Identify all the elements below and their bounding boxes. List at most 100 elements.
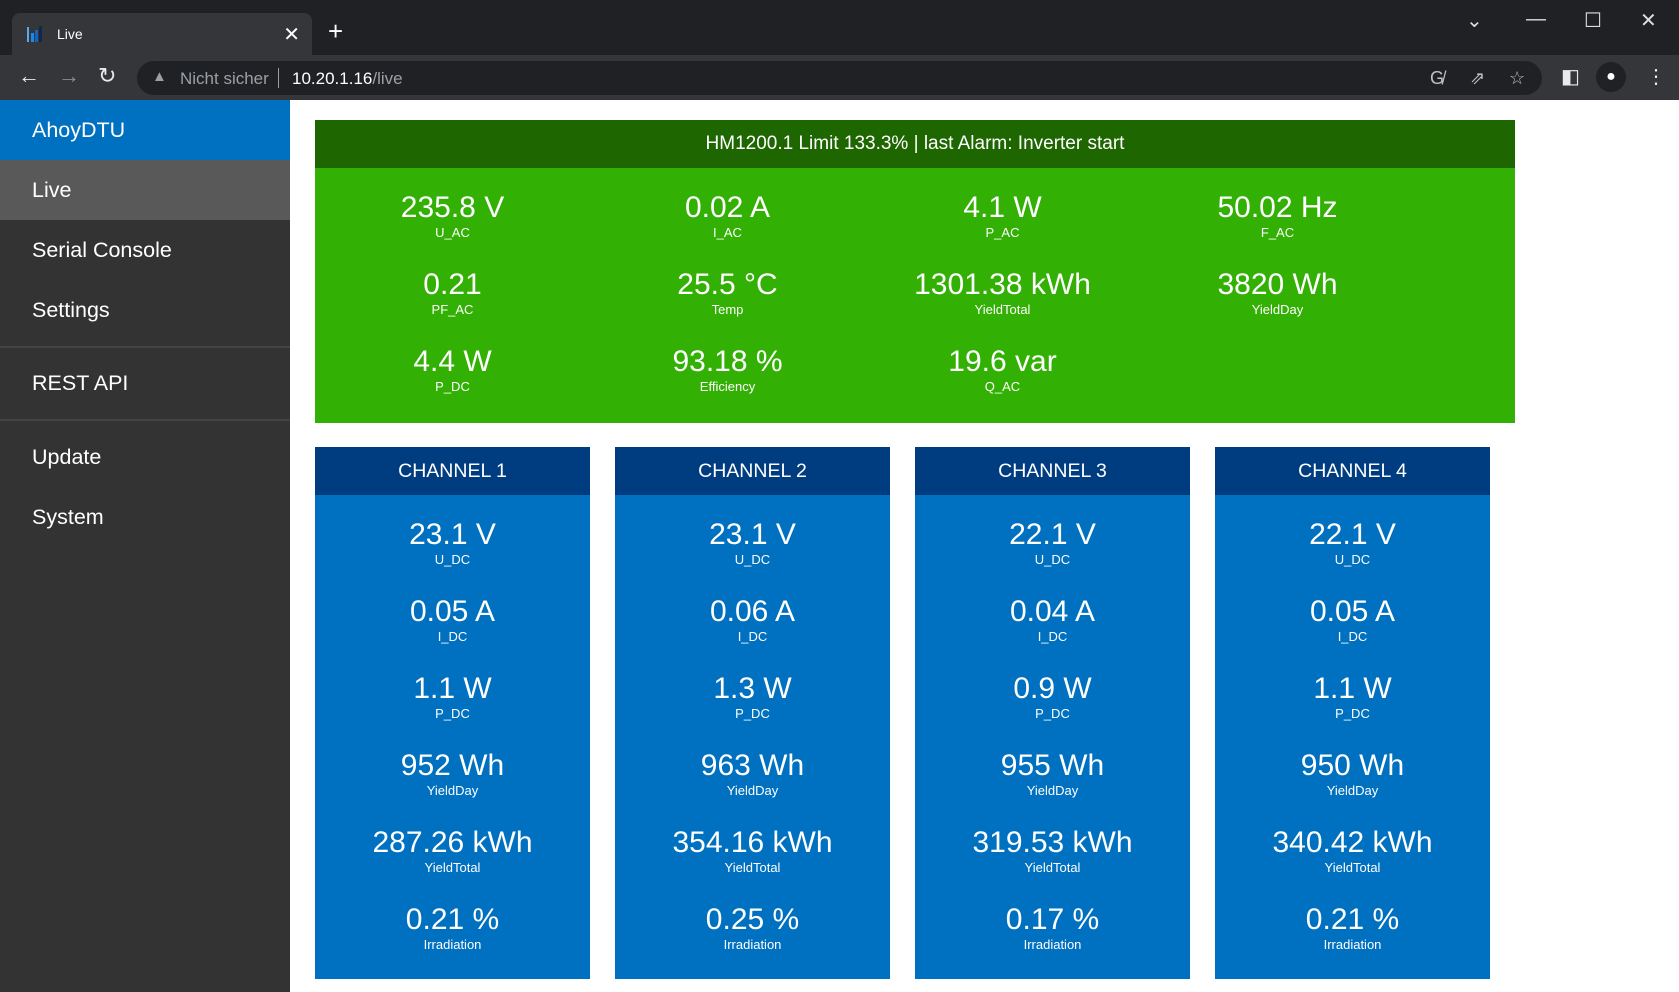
channel-value-yieldday: 952 Wh YieldDay <box>315 732 590 809</box>
value: 1.3 W <box>713 672 792 705</box>
inverter-value-yieldday: 3820 Wh YieldDay <box>1140 251 1415 328</box>
value: 0.04 A <box>1009 595 1096 628</box>
minimize-icon[interactable]: — <box>1526 8 1546 30</box>
inverter-value-yieldtotal: 1301.38 kWh YieldTotal <box>865 251 1140 328</box>
share-icon[interactable]: ⇗ <box>1470 68 1486 88</box>
value: 963 Wh <box>700 749 805 782</box>
value: 1.1 W <box>1313 672 1392 705</box>
value: 0.17 % <box>1005 903 1100 936</box>
channel-value-u-dc: 23.1 V U_DC <box>615 501 890 578</box>
value: 0.05 A <box>409 595 496 628</box>
browser-tab-strip: Live ✕ + ⌄ — ☐ ✕ <box>0 0 1679 55</box>
inverter-value-f-ac: 50.02 Hz F_AC <box>1140 174 1415 251</box>
channel-value-u-dc: 22.1 V U_DC <box>915 501 1190 578</box>
channel-card-4: CHANNEL 4 22.1 V U_DC 0.05 A I_DC 1.1 W P_DC 95… <box>1215 447 1490 979</box>
channel-value-i-dc: 0.05 A I_DC <box>1215 578 1490 655</box>
sidebar-item-serial-console[interactable]: Serial Console <box>32 238 172 262</box>
channel-value-u-dc: 22.1 V U_DC <box>1215 501 1490 578</box>
sidebar-divider <box>0 346 290 348</box>
value: 22.1 V <box>1309 518 1396 551</box>
channel-value-irradiation: 0.21 % Irradiation <box>315 886 590 963</box>
translate-icon[interactable]: G̸ <box>1430 68 1445 88</box>
back-icon[interactable]: ← <box>18 63 40 88</box>
value: 952 Wh <box>400 749 505 782</box>
channel-value-p-dc: 1.1 W P_DC <box>315 655 590 732</box>
side-panel-icon[interactable]: ◧ <box>1561 66 1580 88</box>
sidebar-item-settings[interactable]: Settings <box>32 298 110 322</box>
address-bar[interactable]: ▲ Nicht sicher 10.20.1.16/live G̸ ⇗ ☆ <box>137 61 1542 95</box>
value-label: U_DC <box>734 552 771 567</box>
channel-value-yieldday: 955 Wh YieldDay <box>915 732 1190 809</box>
profile-icon[interactable]: ● <box>1596 62 1626 92</box>
value-label: I_DC <box>737 629 768 644</box>
value-label: PF_AC <box>431 302 474 317</box>
sidebar-item-rest-api[interactable]: REST API <box>32 371 129 395</box>
url-text[interactable]: 10.20.1.16/live <box>292 69 403 88</box>
value: 3820 Wh <box>1217 268 1338 301</box>
channel-card-2: CHANNEL 2 23.1 V U_DC 0.06 A I_DC 1.3 W P_DC 96… <box>615 447 890 979</box>
channel-title: CHANNEL 3 <box>915 447 1190 495</box>
value-label: YieldDay <box>426 783 479 798</box>
value: 23.1 V <box>709 518 796 551</box>
new-tab-button[interactable]: + <box>328 16 344 46</box>
value-label: Efficiency <box>699 379 756 394</box>
sidebar-item-live[interactable]: Live <box>0 160 290 220</box>
inverter-value-q-ac: 19.6 var Q_AC <box>865 328 1140 405</box>
channel-value-irradiation: 0.17 % Irradiation <box>915 886 1190 963</box>
value-label: YieldDay <box>1026 783 1079 798</box>
inverter-value-p-dc: 4.4 W P_DC <box>315 328 590 405</box>
channel-card-1: CHANNEL 1 23.1 V U_DC 0.05 A I_DC 1.1 W P_DC 95… <box>315 447 590 979</box>
value-label: Temp <box>711 302 744 317</box>
value-label: YieldTotal <box>424 860 481 875</box>
tab-close-icon[interactable]: ✕ <box>283 24 300 46</box>
sidebar-brand[interactable]: AhoyDTU <box>0 100 290 160</box>
channel-value-p-dc: 1.3 W P_DC <box>615 655 890 732</box>
value: 23.1 V <box>409 518 496 551</box>
value-label: U_AC <box>435 225 470 240</box>
inverter-header: HM1200.1 Limit 133.3% | last Alarm: Inve… <box>315 120 1515 168</box>
value-label: Irradiation <box>423 937 482 952</box>
channel-value-i-dc: 0.05 A I_DC <box>315 578 590 655</box>
sidebar-item-update[interactable]: Update <box>32 445 102 469</box>
value: 235.8 V <box>400 191 505 224</box>
sidebar-item-system[interactable]: System <box>32 505 104 529</box>
reload-icon[interactable]: ↻ <box>98 63 117 88</box>
value: 0.02 A <box>684 191 771 224</box>
forward-icon[interactable]: → <box>58 63 80 88</box>
sidebar-divider <box>0 419 290 421</box>
value-label: P_DC <box>435 706 470 721</box>
value: 25.5 °C <box>677 268 778 301</box>
value: 22.1 V <box>1009 518 1096 551</box>
tab-title: Live <box>57 26 83 42</box>
channel-title: CHANNEL 2 <box>615 447 890 495</box>
value-label: P_DC <box>735 706 770 721</box>
inverter-value-p-ac: 4.1 W P_AC <box>865 174 1140 251</box>
browser-toolbar: ← → ↻ ▲ Nicht sicher 10.20.1.16/live G̸ … <box>0 55 1679 100</box>
bookmark-star-icon[interactable]: ☆ <box>1509 68 1526 88</box>
channel-value-p-dc: 0.9 W P_DC <box>915 655 1190 732</box>
value: 19.6 var <box>948 345 1057 378</box>
window-close-icon[interactable]: ✕ <box>1640 10 1657 32</box>
value: 0.21 % <box>1305 903 1400 936</box>
channel-value-u-dc: 23.1 V U_DC <box>315 501 590 578</box>
channel-value-yieldtotal: 340.42 kWh YieldTotal <box>1215 809 1490 886</box>
value: 354.16 kWh <box>672 826 833 859</box>
value-label: I_DC <box>1037 629 1068 644</box>
channel-title: CHANNEL 1 <box>315 447 590 495</box>
value: 4.1 W <box>963 191 1042 224</box>
ahoy-favicon-icon <box>27 26 42 42</box>
inverter-value-pf-ac: 0.21 PF_AC <box>315 251 590 328</box>
value: 950 Wh <box>1300 749 1405 782</box>
channel-value-yieldtotal: 319.53 kWh YieldTotal <box>915 809 1190 886</box>
inverter-value-efficiency: 93.18 % Efficiency <box>590 328 865 405</box>
security-label[interactable]: Nicht sicher <box>180 69 269 88</box>
maximize-icon[interactable]: ☐ <box>1584 10 1602 32</box>
value-label: YieldTotal <box>1024 860 1081 875</box>
menu-icon[interactable]: ⋮ <box>1646 66 1666 88</box>
inverter-value-u-ac: 235.8 V U_AC <box>315 174 590 251</box>
channel-value-yieldday: 963 Wh YieldDay <box>615 732 890 809</box>
value-label: U_DC <box>434 552 471 567</box>
value: 50.02 Hz <box>1217 191 1338 224</box>
tab-search-icon[interactable]: ⌄ <box>1466 10 1483 32</box>
browser-tab[interactable]: Live ✕ <box>12 13 312 55</box>
